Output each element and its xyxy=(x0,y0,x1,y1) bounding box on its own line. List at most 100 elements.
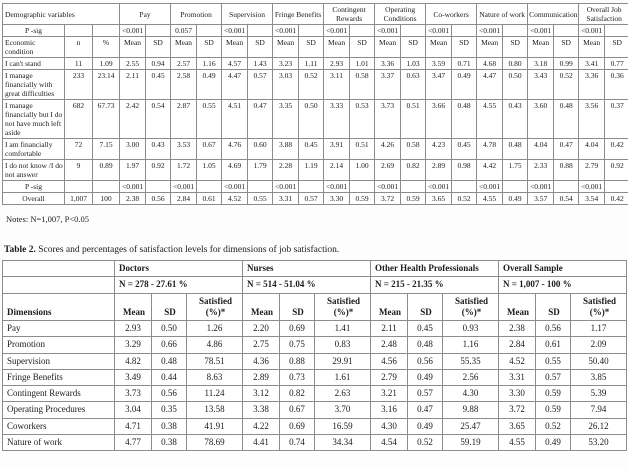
psig-bottom-row: P -sig <0.001 <0.001 <0.001 <0.001 <0.001 <0.0… xyxy=(2,180,628,193)
group-header-row: Doctors Nurses Other Health Professionals O… xyxy=(2,259,628,278)
stat-value: 4.86 xyxy=(185,336,244,354)
stat-value: 50.40 xyxy=(570,352,628,370)
table2-caption-text: Scores and percentages of satisfaction l… xyxy=(35,245,340,255)
psig-label: P -sig xyxy=(2,180,65,193)
stat-value: 3.54 xyxy=(578,192,606,205)
n-value: 682 xyxy=(64,99,93,139)
stat-value: 1.16 xyxy=(442,336,500,354)
psig-value: <0.001 xyxy=(119,24,147,37)
percent-header: % xyxy=(91,36,121,58)
stat-value: 1.79 xyxy=(247,159,274,181)
stat-value: 7.94 xyxy=(570,401,628,419)
stat-value: 4.56 xyxy=(370,352,409,370)
stat-value: 0.77 xyxy=(604,57,628,70)
stat-value: 1.72 xyxy=(170,159,198,181)
stat-value: 0.52 xyxy=(451,192,478,205)
column-group-header: Overall Job Satisfaction xyxy=(578,3,628,25)
psig-value: <0.001 xyxy=(323,24,351,37)
n-value: 9 xyxy=(64,159,93,181)
mean-header: Mean xyxy=(527,36,555,58)
stat-value: 3.53 xyxy=(170,138,198,160)
stat-value: 1.17 xyxy=(570,319,628,338)
percent-value: 67.73 xyxy=(91,99,121,139)
stat-value: 4.47 xyxy=(476,69,504,100)
economic-condition-header: Economic condition xyxy=(2,36,65,58)
stat-value: 0.49 xyxy=(407,368,444,387)
psig-value: <0.001 xyxy=(170,180,198,193)
dimension-label: Contingent Rewards xyxy=(2,384,115,403)
stat-value: 26.12 xyxy=(570,417,628,435)
n-value: 1,007 xyxy=(64,192,93,205)
stat-value: 3.31 xyxy=(272,192,300,205)
data-row: I manage financially but I do not have m… xyxy=(2,99,628,139)
psig-value: <0.001 xyxy=(527,180,555,193)
stat-value: 4.41 xyxy=(242,433,281,452)
psig-value: <0.001 xyxy=(221,180,249,193)
stat-value: 4.26 xyxy=(374,138,402,160)
percent-value: 23.14 xyxy=(91,69,121,100)
satisfied-header: Satisfied (%)* xyxy=(570,292,628,321)
table2-caption-number: Table 2. xyxy=(4,245,36,255)
table-cell xyxy=(2,259,115,278)
stat-value: 78.69 xyxy=(185,433,244,452)
stat-value: 0.51 xyxy=(400,99,427,139)
stat-value: 3.30 xyxy=(498,384,537,403)
stat-value: 0.99 xyxy=(553,57,580,70)
table-cell xyxy=(145,180,172,193)
stat-value: 0.80 xyxy=(502,57,529,70)
mean-header: Mean xyxy=(374,36,402,58)
stat-value: 2.58 xyxy=(170,69,198,100)
stat-value: 0.69 xyxy=(279,417,316,435)
sd-header: SD xyxy=(298,36,325,58)
satisfied-header: Satisfied (%)* xyxy=(442,292,500,321)
mean-header: Mean xyxy=(476,36,504,58)
stat-value: 0.56 xyxy=(407,352,444,370)
stat-value: 0.92 xyxy=(145,159,172,181)
stat-value: 4.51 xyxy=(221,99,249,139)
data-row: I do not know /I do not answer 9 0.89 1.97 0… xyxy=(2,159,628,181)
stat-value: 4.55 xyxy=(476,99,504,139)
stat-value: 3.11 xyxy=(323,69,351,100)
stat-value: 0.92 xyxy=(604,159,628,181)
stat-value: 0.67 xyxy=(279,401,316,419)
stat-value: 0.37 xyxy=(604,99,628,139)
table-cell xyxy=(298,24,325,37)
stat-value: 2.48 xyxy=(370,336,409,354)
stat-value: 4.55 xyxy=(498,433,537,452)
stat-value: 3.30 xyxy=(323,192,351,205)
stat-value: 1.19 xyxy=(298,159,325,181)
stat-value: 78.51 xyxy=(185,352,244,370)
stat-value: 3.65 xyxy=(498,417,537,435)
stat-value: 4.77 xyxy=(114,433,152,452)
table-cell xyxy=(604,24,628,37)
column-group-header: Promotion xyxy=(170,3,223,25)
table-cell xyxy=(145,24,172,37)
data-row: Operating Procedures 3.04 0.35 13.58 3.38 0.6… xyxy=(2,401,628,419)
stat-value: 0.52 xyxy=(553,69,580,100)
mean-header: Mean xyxy=(170,36,198,58)
group-n-row: N = 278 - 27.61 % N = 514 - 51.04 % N = 21… xyxy=(2,276,628,294)
stat-value: 0.71 xyxy=(451,57,478,70)
stat-value: 1.16 xyxy=(196,57,223,70)
stat-value: 0.75 xyxy=(279,336,316,354)
sd-header: SD xyxy=(145,36,172,58)
stat-value: 0.49 xyxy=(407,417,444,435)
stat-value: 2.33 xyxy=(527,159,555,181)
group-n-header: N = 215 - 21.35 % xyxy=(370,276,500,294)
stat-value: 1.97 xyxy=(119,159,147,181)
column-group-header: Contingent Rewards xyxy=(323,3,376,25)
stat-value: 3.36 xyxy=(374,57,402,70)
column-group-header: Co-workers xyxy=(425,3,478,25)
stat-value: 3.37 xyxy=(374,69,402,100)
table-cell xyxy=(196,24,223,37)
stat-value: 0.50 xyxy=(502,69,529,100)
data-row: Promotion 3.29 0.66 4.86 2.75 0.75 0.83 2.48 0.4… xyxy=(2,336,628,354)
subheader-row: Economic condition n% Mean SD Mean SD Mean SD Me… xyxy=(2,36,628,58)
stat-value: 3.36 xyxy=(578,69,606,100)
stat-value: 1.00 xyxy=(349,159,376,181)
table-cell xyxy=(451,24,478,37)
stat-value: 3.88 xyxy=(272,138,300,160)
sd-header: SD xyxy=(535,292,572,321)
stat-value: 0.82 xyxy=(400,159,427,181)
stat-value: 2.11 xyxy=(370,319,409,338)
